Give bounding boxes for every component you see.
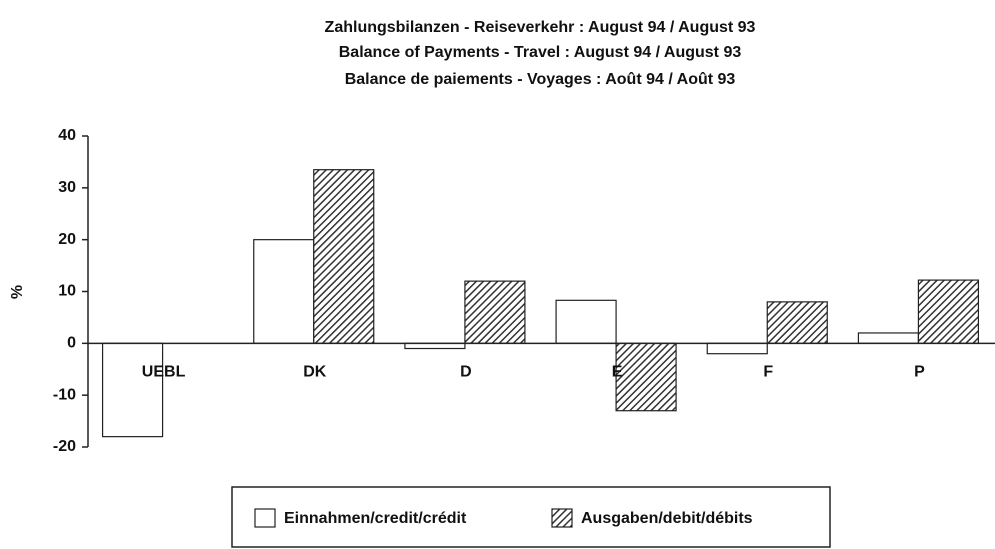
legend-box — [231, 486, 831, 548]
x-tick-label: D — [460, 364, 472, 381]
bar — [706, 342, 768, 355]
bar — [555, 299, 617, 344]
x-tick-label: P — [914, 364, 925, 381]
bar — [253, 239, 315, 344]
legend-swatch — [254, 508, 276, 528]
y-tick-label: 20 — [58, 231, 76, 248]
y-tick-label: 30 — [58, 179, 76, 196]
chart-title: Balance of Payments - Travel : August 94… — [339, 44, 742, 61]
chart-title: Zahlungsbilanzen - Reiseverkehr : August… — [325, 19, 756, 36]
y-tick-label: -10 — [53, 386, 76, 403]
x-tick-label: DK — [303, 364, 327, 381]
y-axis-label: % — [9, 285, 26, 299]
bar — [615, 342, 677, 412]
y-tick-label: -20 — [53, 438, 76, 455]
legend-swatch — [551, 508, 573, 528]
bar — [766, 301, 828, 344]
x-tick-label: E — [612, 364, 623, 381]
chart-title: Balance de paiements - Voyages : Août 94… — [345, 71, 736, 88]
x-tick-label: F — [763, 364, 773, 381]
y-tick-label: 40 — [58, 127, 76, 144]
bar — [313, 169, 375, 344]
bar — [101, 342, 164, 438]
bar — [917, 279, 980, 344]
y-tick-label: 0 — [67, 335, 76, 352]
y-tick-label: 10 — [58, 283, 76, 300]
bar — [404, 342, 466, 350]
x-tick-label: UEBL — [142, 364, 186, 381]
legend-label: Ausgaben/debit/débits — [581, 510, 753, 527]
bar — [857, 332, 920, 344]
bar — [464, 280, 526, 344]
legend-label: Einnahmen/credit/crédit — [284, 510, 467, 527]
